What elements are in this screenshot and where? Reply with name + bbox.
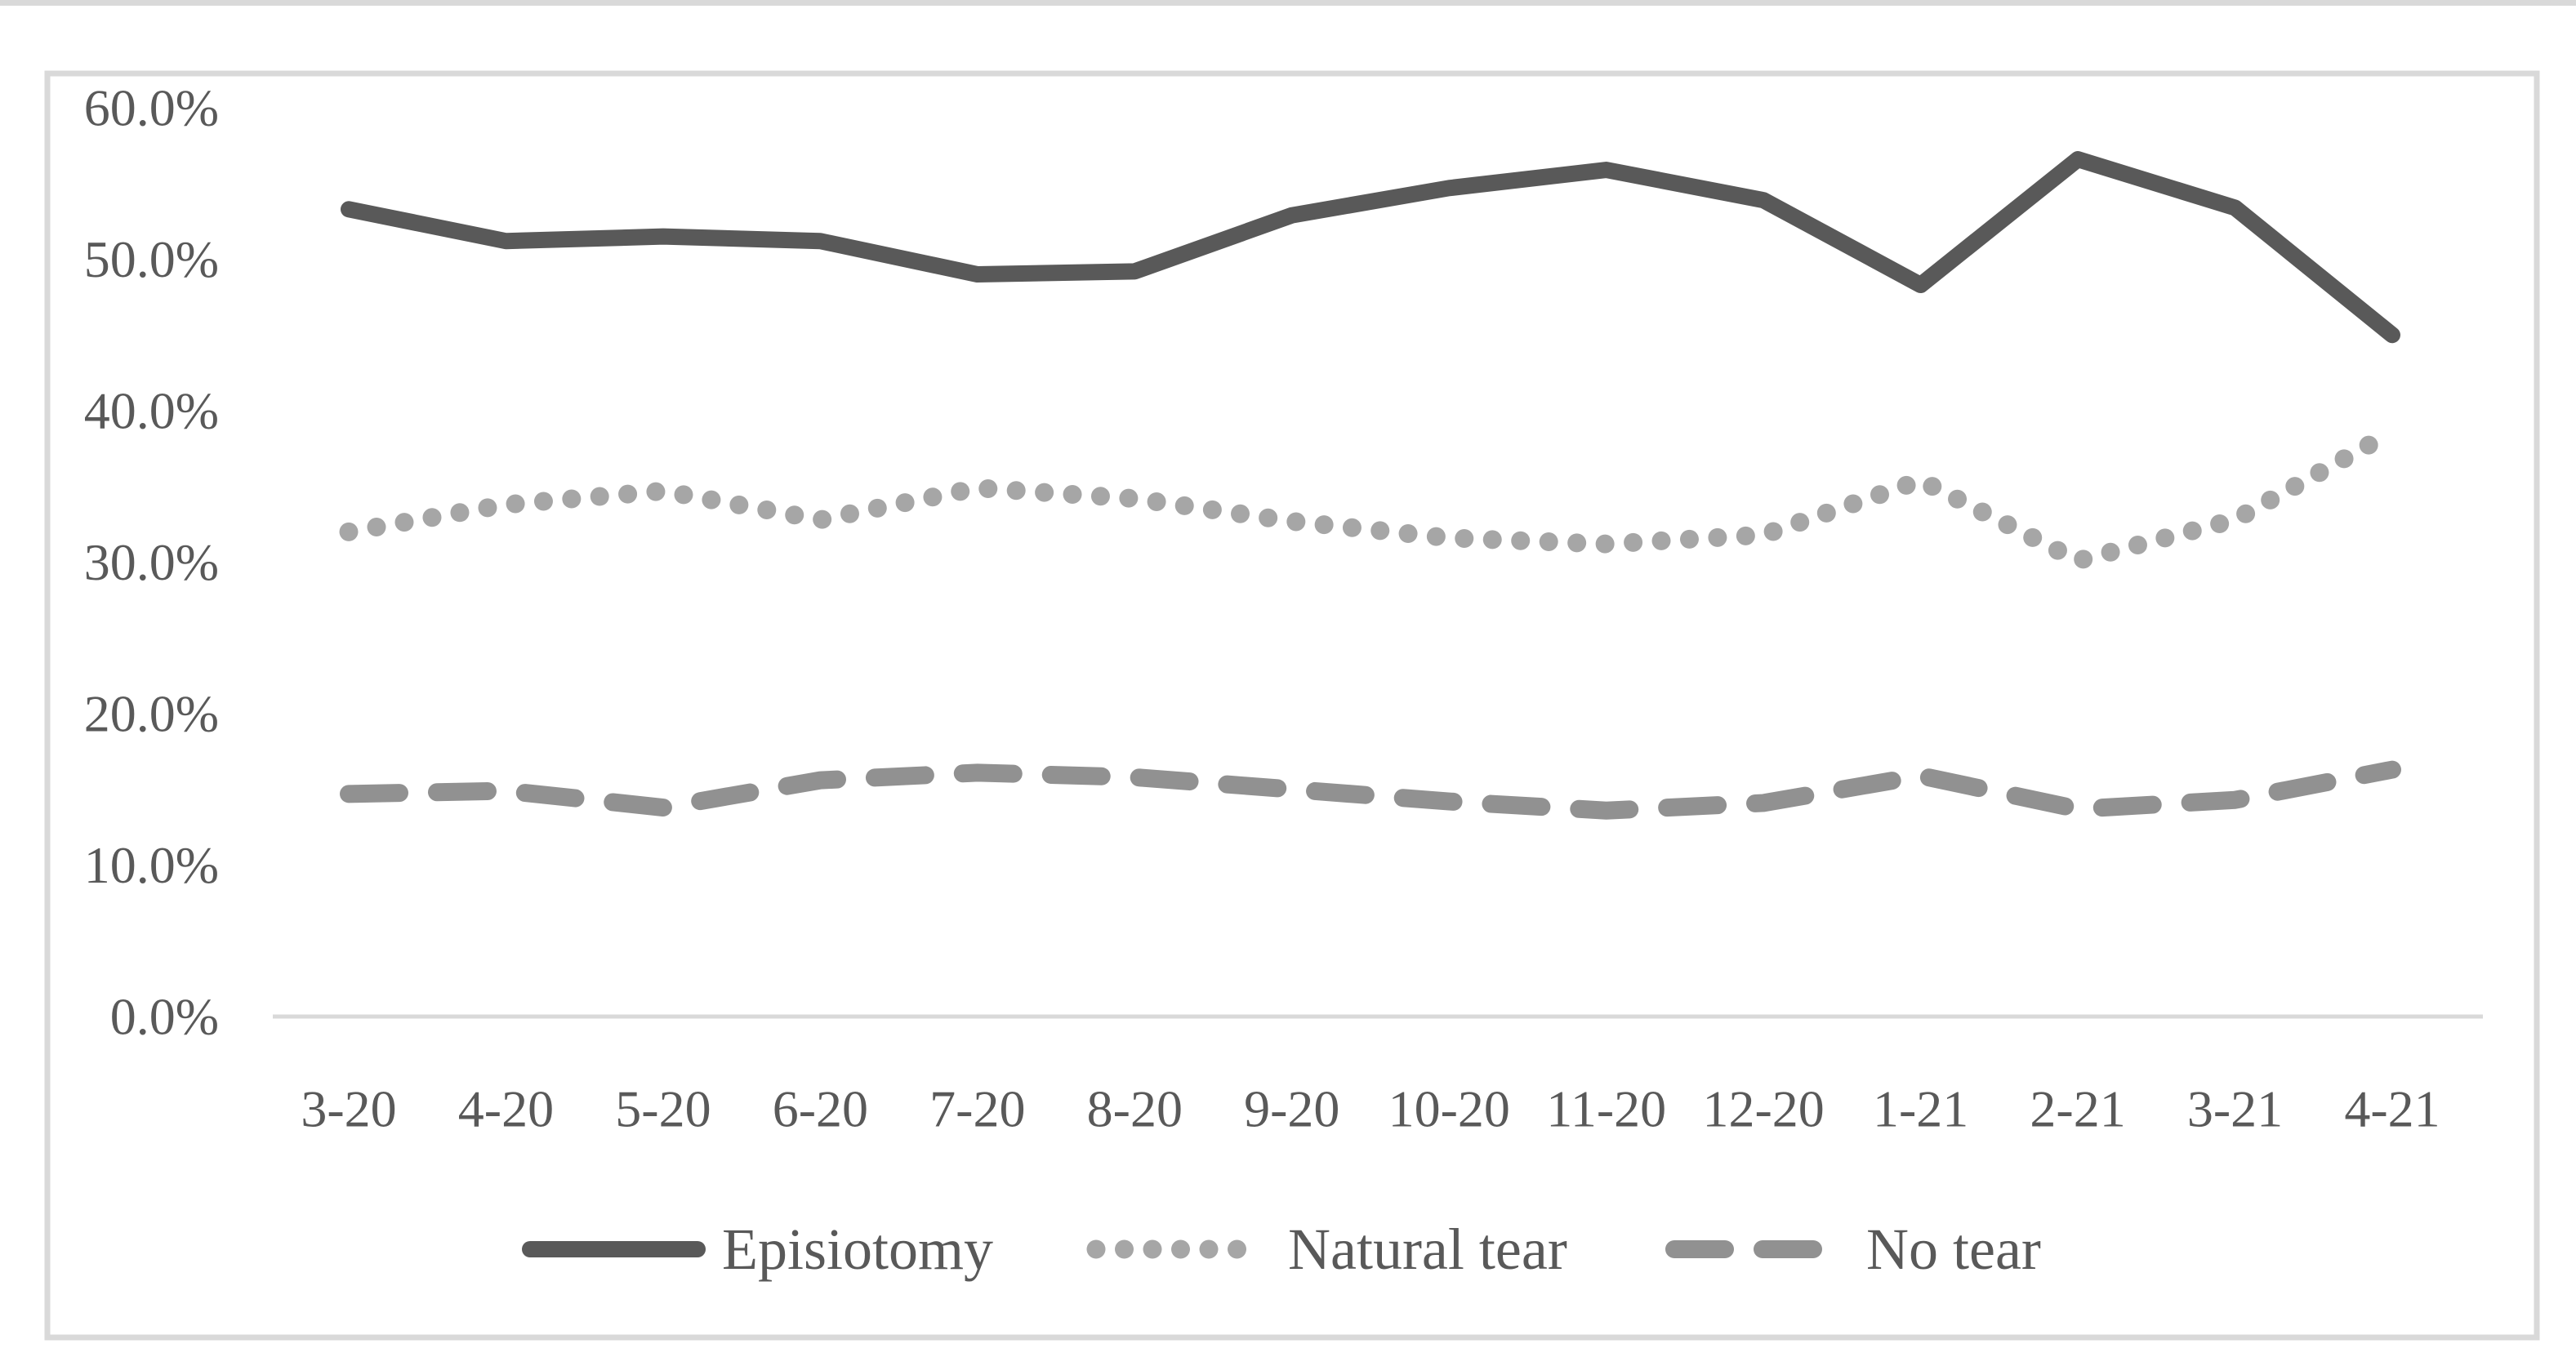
x-axis-tick-label: 12-20 bbox=[1702, 1080, 1824, 1138]
x-axis-tick-label: 4-21 bbox=[2344, 1080, 2440, 1138]
legend-label-natural-tear: Natural tear bbox=[1288, 1217, 1567, 1282]
y-axis-tick-label: 20.0% bbox=[84, 685, 219, 743]
series-episiotomy-line bbox=[341, 151, 2400, 344]
figure-border bbox=[44, 70, 2540, 1341]
legend-item-episiotomy: Episiotomy bbox=[522, 1217, 993, 1282]
y-axis: 0.0% 10.0% 20.0% 30.0% 40.0% 50.0% 60.0% bbox=[84, 79, 219, 1046]
chart-series bbox=[339, 151, 2402, 820]
x-axis-tick-label: 1-21 bbox=[1873, 1080, 1968, 1138]
legend-item-no-tear: No tear bbox=[1665, 1217, 2041, 1282]
x-axis-tick-label: 8-20 bbox=[1087, 1080, 1183, 1138]
x-axis-tick-label: 9-20 bbox=[1244, 1080, 1339, 1138]
legend-label-episiotomy: Episiotomy bbox=[722, 1217, 993, 1282]
x-axis-tick-label: 6-20 bbox=[773, 1080, 868, 1138]
top-border bbox=[0, 0, 2576, 6]
y-axis-tick-label: 0.0% bbox=[110, 988, 219, 1046]
y-axis-tick-label: 30.0% bbox=[84, 533, 219, 591]
x-axis-tick-label: 11-20 bbox=[1546, 1080, 1666, 1138]
y-axis-tick-label: 60.0% bbox=[84, 79, 219, 137]
legend-label-no-tear: No tear bbox=[1866, 1217, 2041, 1282]
y-axis-tick-label: 50.0% bbox=[84, 230, 219, 288]
y-axis-tick-label: 40.0% bbox=[84, 382, 219, 440]
x-axis-tick-label: 4-20 bbox=[458, 1080, 554, 1138]
series-natural-tear-line bbox=[339, 422, 2402, 571]
series-no-tear-line bbox=[340, 760, 2401, 820]
x-axis-tick-label: 3-20 bbox=[301, 1080, 396, 1138]
legend: Episiotomy Natural tear No tear bbox=[522, 1217, 2041, 1282]
y-axis-tick-label: 10.0% bbox=[84, 836, 219, 894]
x-axis-tick-label: 3-21 bbox=[2187, 1080, 2283, 1138]
x-axis-tick-label: 7-20 bbox=[929, 1080, 1025, 1138]
x-axis-tick-label: 10-20 bbox=[1388, 1080, 1510, 1138]
x-axis: 3-20 4-20 5-20 6-20 7-20 8-20 9-20 10-20 11-20 12… bbox=[273, 1014, 2483, 1138]
legend-item-natural-tear: Natural tear bbox=[1086, 1217, 1567, 1282]
x-axis-tick-label: 5-20 bbox=[615, 1080, 711, 1138]
x-axis-tick-label: 2-21 bbox=[2030, 1080, 2125, 1138]
